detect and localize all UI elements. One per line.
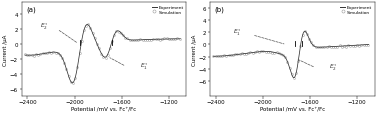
Legend: Experiment, Simulation: Experiment, Simulation <box>151 6 184 15</box>
Y-axis label: Current /µA: Current /µA <box>3 34 8 65</box>
Text: (b): (b) <box>215 6 225 13</box>
Y-axis label: Current /µA: Current /µA <box>192 34 197 65</box>
X-axis label: Potential /mV vs. Fc⁺/Fc: Potential /mV vs. Fc⁺/Fc <box>260 106 325 111</box>
Text: $E^\circ_2$: $E^\circ_2$ <box>328 62 338 72</box>
Text: $E^\circ_2$: $E^\circ_2$ <box>40 21 49 32</box>
Legend: Experiment, Simulation: Experiment, Simulation <box>339 6 372 15</box>
Text: $E^\circ_1$: $E^\circ_1$ <box>140 61 149 71</box>
Text: (a): (a) <box>26 6 36 13</box>
Text: $E^\circ_1$: $E^\circ_1$ <box>234 27 242 37</box>
X-axis label: Potential /mV vs. Fc⁺/Fc: Potential /mV vs. Fc⁺/Fc <box>71 106 136 111</box>
